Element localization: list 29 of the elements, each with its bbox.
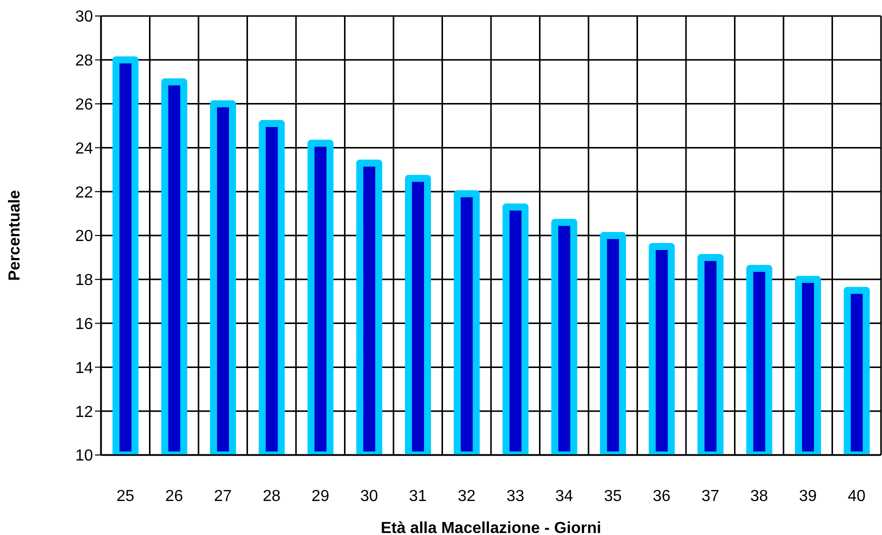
x-tick-label: 39 bbox=[798, 488, 817, 505]
x-tick-label: 40 bbox=[848, 488, 866, 505]
y-tick-label: 30 bbox=[75, 8, 94, 26]
x-tick-label: 36 bbox=[652, 488, 671, 505]
x-tick-label: 27 bbox=[214, 488, 232, 505]
x-tick-label: 28 bbox=[262, 488, 281, 505]
x-tick-label: 37 bbox=[701, 488, 720, 505]
x-tick-label: 31 bbox=[408, 488, 427, 505]
x-axis-title: Età alla Macellazione - Giorni bbox=[380, 520, 602, 535]
x-tick-label: 30 bbox=[360, 488, 378, 505]
y-tick-label: 28 bbox=[75, 52, 94, 70]
y-tick-label: 18 bbox=[75, 272, 94, 290]
y-tick-label: 22 bbox=[75, 184, 94, 202]
x-tick-label: 35 bbox=[604, 488, 622, 505]
x-tick-label: 33 bbox=[506, 488, 524, 505]
y-tick-label: 10 bbox=[75, 448, 94, 465]
y-tick-label: 14 bbox=[75, 360, 94, 377]
y-axis-title: Percentuale bbox=[6, 190, 24, 281]
x-tick-label: 25 bbox=[116, 488, 134, 505]
y-tick-label: 20 bbox=[75, 228, 94, 246]
x-tick-label: 32 bbox=[458, 488, 476, 505]
x-tick-label: 26 bbox=[165, 488, 184, 505]
x-tick-label: 29 bbox=[311, 488, 330, 505]
y-tick-label: 12 bbox=[75, 404, 94, 421]
x-tick-label: 38 bbox=[750, 488, 768, 505]
y-tick-label: 24 bbox=[75, 140, 94, 158]
y-tick-label: 26 bbox=[75, 96, 94, 114]
y-tick-label: 16 bbox=[75, 316, 94, 333]
x-tick-label: 34 bbox=[555, 488, 574, 505]
